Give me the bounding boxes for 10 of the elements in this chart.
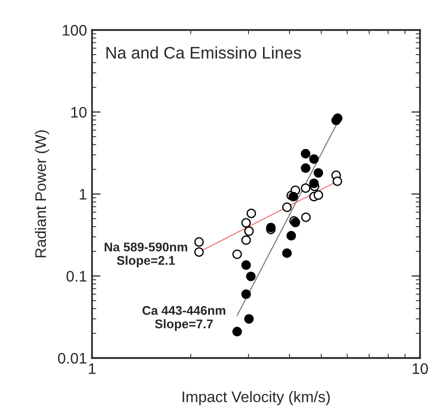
y-tick-label: 0.01 [58,352,86,364]
y-tick-label: 10 [71,106,87,118]
series-label: Na 589-590nm Slope=2.1 [104,242,188,268]
y-tick-label: 0.1 [66,270,86,282]
text: Na and Ca Emissino Lines [106,46,301,59]
y-tick-label: 1 [80,189,86,200]
y-tick-label: 100 [62,24,87,36]
series-label: Ca 443-446nm Slope=7.7 [142,306,226,331]
x-axis-title: Impact Velocity (km/s) [182,390,330,406]
y-axis-title: Radiant Power (W) [34,130,50,258]
